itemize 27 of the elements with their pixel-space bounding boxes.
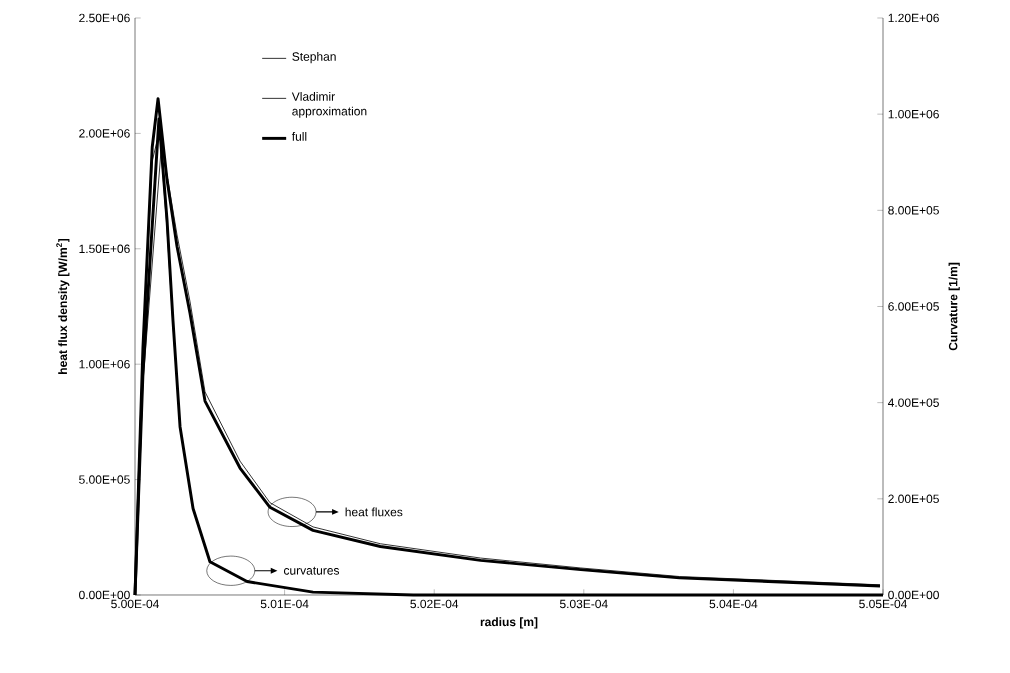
legend-label: full [291, 131, 307, 141]
y-tick-label: 5.00E+05 [79, 475, 130, 484]
x-tick-label: 5.04E-04 [709, 599, 758, 609]
legend-label: Vladimir approximation [291, 91, 367, 118]
y2-axis-title: Curvature [1/m] [948, 262, 960, 351]
y-tick-label: 2.00E+06 [79, 129, 130, 138]
x-tick-label: 5.01E-04 [260, 599, 309, 609]
y2-tick-label: 2.00E+05 [888, 494, 939, 504]
x-tick-label: 5.00E-04 [111, 599, 159, 609]
x-tick-label: 5.02E-04 [410, 599, 459, 609]
y-tick-label: 2.50E+06 [79, 13, 130, 23]
y2-tick-label: 8.00E+05 [888, 206, 939, 215]
annotation: curvatures [283, 566, 340, 575]
y2-tick-label: 4.00E+05 [887, 398, 939, 407]
x-axis-title: radius [m] [480, 617, 538, 629]
y-tick-label: 1.00E+06 [79, 359, 130, 369]
y-axis-title: heat flux density [W/m$^{2}$] [56, 238, 70, 374]
y2-tick-label: 0.00E+00 [888, 590, 939, 600]
annotation: heat fluxes [345, 507, 403, 517]
x-tick-label: 5.03E-04 [559, 599, 608, 609]
y2-tick-label: 1.00E+06 [888, 109, 939, 119]
y-tick-label: 0.00E+00 [79, 590, 130, 600]
y2-tick-label: 1.20E+06 [888, 13, 939, 23]
legend-label: Stephan [292, 51, 336, 64]
y2-tick-label: 6.00E+05 [888, 302, 939, 311]
x-tick-label: 5.05E-04 [859, 599, 907, 609]
y-tick-label: 1.50E+06 [79, 244, 130, 254]
